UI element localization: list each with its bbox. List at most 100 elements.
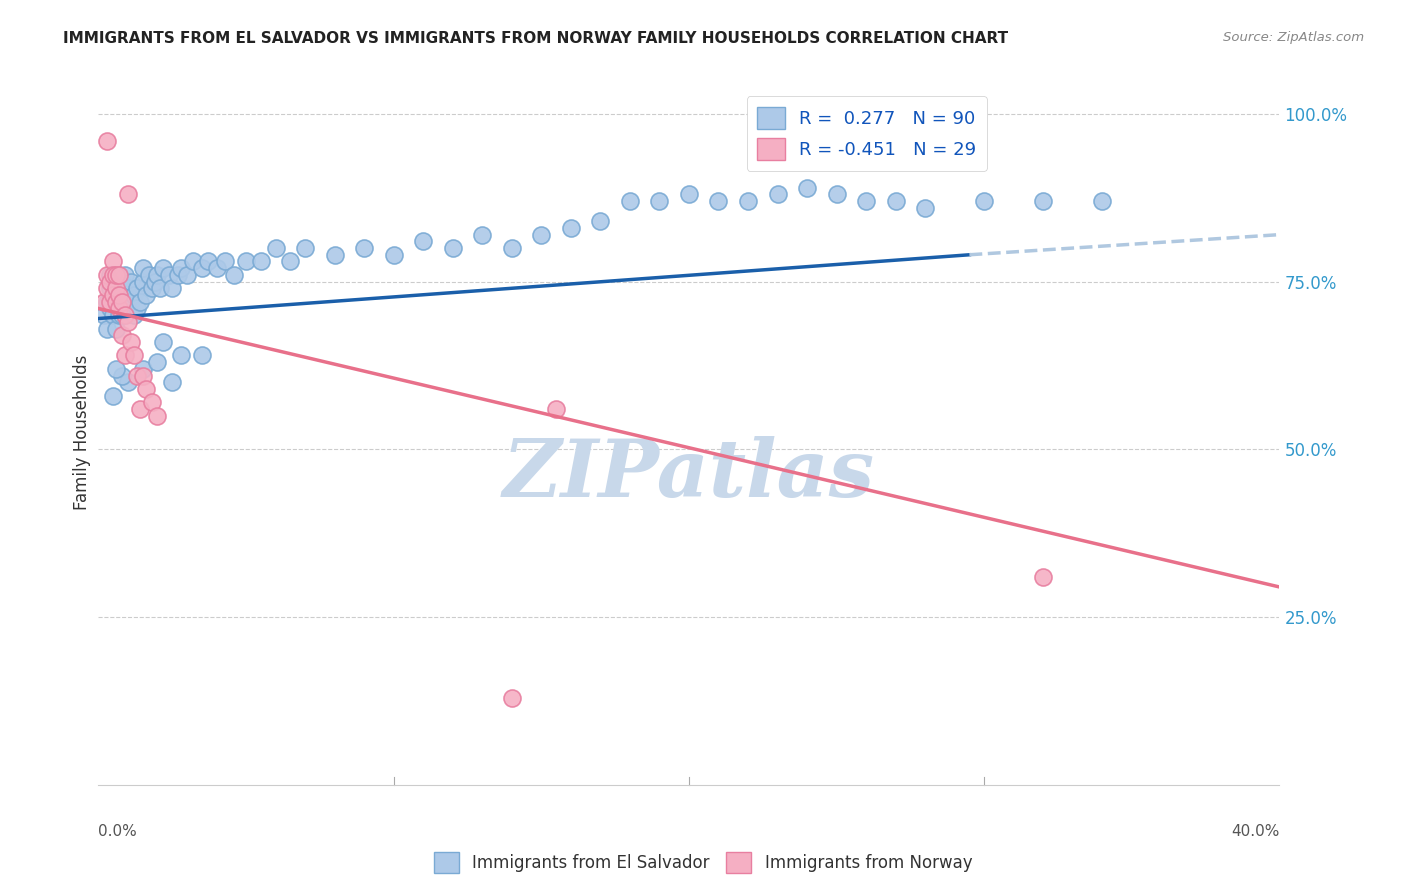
- Point: [108, 308, 131, 322]
- Point: [132, 261, 155, 276]
- Point: [1032, 194, 1054, 208]
- Point: [98, 268, 121, 282]
- Point: [114, 308, 136, 322]
- Point: [105, 294, 128, 309]
- Point: [114, 308, 136, 322]
- Point: [138, 268, 160, 282]
- Point: [96, 294, 118, 309]
- Point: [103, 268, 125, 282]
- Point: [96, 281, 118, 295]
- Point: [108, 268, 131, 282]
- Text: Source: ZipAtlas.com: Source: ZipAtlas.com: [1223, 31, 1364, 45]
- Point: [128, 294, 150, 309]
- Point: [117, 315, 139, 329]
- Point: [294, 241, 316, 255]
- Point: [157, 268, 180, 282]
- Point: [120, 275, 142, 289]
- Point: [766, 187, 789, 202]
- Point: [98, 301, 121, 316]
- Point: [103, 275, 125, 289]
- Point: [120, 294, 142, 309]
- Point: [103, 254, 125, 268]
- Point: [170, 348, 193, 362]
- Point: [205, 261, 228, 276]
- Point: [141, 281, 163, 295]
- Point: [707, 194, 730, 208]
- Point: [648, 194, 671, 208]
- Point: [170, 261, 193, 276]
- Point: [117, 187, 139, 202]
- Point: [250, 254, 273, 268]
- Point: [125, 301, 148, 316]
- Point: [1032, 570, 1054, 584]
- Point: [93, 308, 115, 322]
- Point: [796, 180, 818, 194]
- Point: [111, 294, 134, 309]
- Point: [105, 321, 128, 335]
- Point: [176, 268, 198, 282]
- Point: [855, 194, 877, 208]
- Text: 0.0%: 0.0%: [98, 824, 138, 838]
- Point: [105, 362, 128, 376]
- Point: [111, 294, 134, 309]
- Point: [143, 275, 166, 289]
- Point: [117, 281, 139, 295]
- Point: [214, 254, 236, 268]
- Point: [125, 368, 148, 383]
- Point: [111, 275, 134, 289]
- Point: [441, 241, 464, 255]
- Point: [146, 268, 169, 282]
- Point: [235, 254, 257, 268]
- Point: [501, 690, 523, 705]
- Point: [132, 275, 155, 289]
- Point: [117, 301, 139, 316]
- Point: [105, 294, 128, 309]
- Point: [973, 194, 995, 208]
- Point: [114, 268, 136, 282]
- Point: [122, 308, 145, 322]
- Point: [737, 194, 759, 208]
- Point: [103, 389, 125, 403]
- Point: [560, 221, 582, 235]
- Point: [914, 201, 936, 215]
- Point: [197, 254, 219, 268]
- Point: [111, 308, 134, 322]
- Point: [825, 187, 848, 202]
- Point: [103, 288, 125, 302]
- Point: [412, 235, 434, 249]
- Point: [105, 268, 128, 282]
- Point: [678, 187, 700, 202]
- Point: [471, 227, 494, 242]
- Text: ZIPatlas: ZIPatlas: [503, 436, 875, 514]
- Point: [114, 288, 136, 302]
- Point: [167, 268, 190, 282]
- Point: [146, 409, 169, 423]
- Point: [108, 288, 131, 302]
- Point: [108, 268, 131, 282]
- Point: [884, 194, 907, 208]
- Point: [135, 288, 157, 302]
- Point: [108, 294, 131, 309]
- Point: [108, 281, 131, 295]
- Point: [117, 376, 139, 390]
- Point: [105, 281, 128, 295]
- Point: [120, 334, 142, 349]
- Point: [96, 134, 118, 148]
- Legend: R =  0.277   N = 90, R = -0.451   N = 29: R = 0.277 N = 90, R = -0.451 N = 29: [747, 96, 987, 171]
- Point: [141, 395, 163, 409]
- Point: [103, 308, 125, 322]
- Point: [103, 288, 125, 302]
- Point: [111, 328, 134, 343]
- Point: [280, 254, 302, 268]
- Point: [132, 362, 155, 376]
- Point: [122, 348, 145, 362]
- Point: [353, 241, 375, 255]
- Point: [501, 241, 523, 255]
- Point: [132, 368, 155, 383]
- Point: [323, 248, 346, 262]
- Text: IMMIGRANTS FROM EL SALVADOR VS IMMIGRANTS FROM NORWAY FAMILY HOUSEHOLDS CORRELAT: IMMIGRANTS FROM EL SALVADOR VS IMMIGRANT…: [63, 31, 1008, 46]
- Point: [122, 288, 145, 302]
- Point: [546, 402, 568, 417]
- Point: [98, 275, 121, 289]
- Point: [146, 355, 169, 369]
